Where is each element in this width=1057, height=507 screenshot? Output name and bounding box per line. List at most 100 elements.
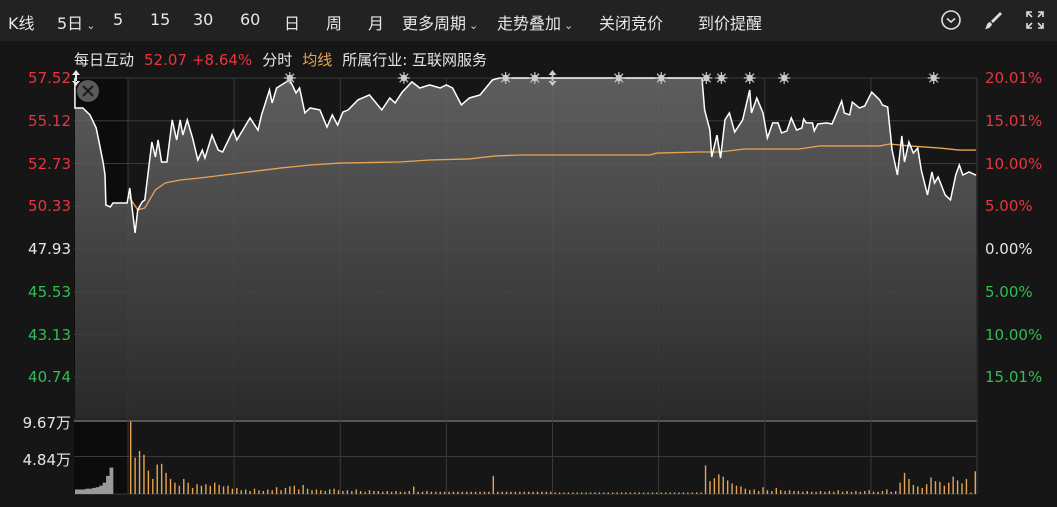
auction-volume-bar (106, 475, 110, 494)
period-tab[interactable]: K线 (8, 10, 35, 34)
close-icon (82, 85, 94, 97)
volume-bar (757, 490, 760, 494)
auction-volume-bar (75, 489, 79, 494)
volume-bar (833, 491, 835, 494)
volume-bar (377, 490, 380, 494)
brush-icon[interactable] (981, 8, 1005, 32)
auction-volume-bar (95, 487, 100, 494)
volume-bar (130, 421, 132, 494)
period-tab[interactable]: 15 (150, 10, 170, 29)
volume-bar (417, 491, 419, 494)
event-star-icon (655, 72, 668, 84)
volume-bar (638, 492, 640, 494)
volume-bar (558, 492, 561, 494)
volume-bar (289, 486, 291, 494)
volume-bar (576, 492, 579, 494)
volume-bar (227, 485, 229, 494)
volume-bar (956, 480, 959, 494)
volume-bar (806, 490, 808, 494)
chevron-down-icon: ⌄ (469, 19, 479, 32)
volume-bar (138, 450, 141, 494)
auction-volume-bar (109, 467, 114, 494)
volume-bar (868, 490, 870, 494)
period-tab[interactable]: 月 (368, 10, 384, 34)
volume-bar (421, 491, 424, 494)
volume-bar (258, 490, 260, 494)
volume-bar (775, 487, 777, 494)
volume-bar (328, 489, 331, 494)
volume-bar (603, 492, 605, 494)
volume-bar (351, 490, 353, 494)
volume-bar (696, 492, 698, 494)
volume-bar (899, 482, 901, 494)
volume-bar (355, 489, 357, 494)
avg-line-label[interactable]: 均线 (302, 51, 333, 69)
event-star-icon (397, 72, 410, 84)
volume-bar (819, 490, 822, 494)
volume-bar (598, 492, 601, 494)
volume-bar (731, 483, 733, 494)
volume-bar (249, 490, 251, 494)
volume-bar (165, 472, 167, 494)
volume-bar (620, 492, 623, 494)
fullscreen-icon[interactable] (1023, 8, 1047, 32)
volume-bar (253, 488, 256, 494)
volume-bar (505, 491, 508, 494)
volume-bar (846, 490, 848, 494)
volume-bar (766, 490, 769, 494)
volume-bar (439, 491, 441, 494)
volume-bar (470, 491, 472, 494)
volume-bar (939, 481, 941, 494)
volume-bar (390, 491, 393, 494)
volume-bar (527, 491, 530, 494)
volume-bar (824, 491, 826, 494)
volume-bar (545, 491, 548, 494)
period-tab[interactable]: 60 (240, 10, 260, 29)
volume-bar (864, 490, 866, 494)
chevron-circle-icon[interactable] (939, 8, 963, 32)
event-star-icon (927, 72, 940, 84)
volume-bar (483, 491, 486, 494)
timeshare-label[interactable]: 分时 (262, 51, 293, 69)
last-price: 52.07 (144, 51, 187, 69)
price-area-fill (74, 78, 977, 418)
period-tab[interactable]: 关闭竞价 (599, 10, 663, 34)
volume-bar (501, 491, 503, 494)
period-tab[interactable]: 日 (284, 10, 300, 34)
auction-volume-bar (92, 487, 97, 494)
volume-bar (492, 475, 494, 494)
period-tab[interactable]: 30 (193, 10, 213, 29)
tab-label: 关闭竞价 (599, 14, 664, 33)
period-tab[interactable]: 更多周期 ⌄ (402, 10, 478, 34)
volume-bar (780, 490, 782, 494)
volume-bar (488, 491, 490, 494)
volume-bar (881, 490, 884, 494)
volume-bar (629, 492, 632, 494)
period-tab[interactable]: 5 (113, 10, 123, 29)
volume-bar (961, 483, 963, 494)
volume-bar (651, 492, 654, 494)
period-tab[interactable]: 周 (326, 10, 342, 34)
volume-bar (607, 492, 609, 494)
stock-info-bar: 每日互动 52.07 +8.64% 分时 均线 所属行业: 互联网服务 (74, 49, 497, 70)
volume-bar (342, 490, 344, 494)
period-tab[interactable]: 5日 ⌄ (57, 10, 95, 34)
volume-bar (306, 488, 309, 494)
volume-bar (209, 485, 211, 494)
period-tab[interactable]: 走势叠加 ⌄ (497, 10, 573, 34)
volume-bar (908, 478, 910, 494)
volume-bar (169, 478, 172, 494)
volume-bar (271, 490, 273, 494)
period-tab[interactable]: 到价提醒 (698, 10, 762, 34)
volume-bar (585, 492, 587, 494)
volume-bar (337, 490, 340, 494)
volume-bar (726, 480, 729, 494)
volume-bar (903, 472, 906, 494)
volume-bar (841, 491, 844, 494)
volume-bar (611, 492, 614, 494)
volume-bar (974, 471, 976, 494)
volume-bar (872, 491, 875, 494)
event-star-icon (283, 72, 296, 84)
volume-bar (222, 486, 225, 494)
